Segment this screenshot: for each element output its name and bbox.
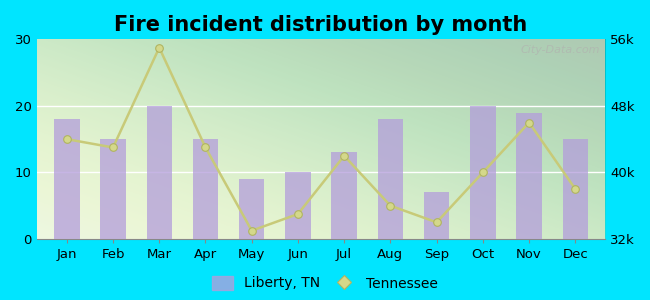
Bar: [516, 112, 542, 239]
Bar: [424, 192, 449, 239]
Text: City-Data.com: City-Data.com: [520, 45, 600, 55]
Bar: [332, 152, 357, 239]
Bar: [285, 172, 311, 239]
Bar: [563, 139, 588, 239]
Bar: [54, 119, 79, 239]
Bar: [239, 179, 265, 239]
Legend: Liberty, TN, Tennessee: Liberty, TN, Tennessee: [207, 270, 443, 296]
Title: Fire incident distribution by month: Fire incident distribution by month: [114, 15, 528, 35]
Bar: [146, 106, 172, 239]
Bar: [378, 119, 403, 239]
Bar: [100, 139, 125, 239]
Bar: [470, 106, 495, 239]
Bar: [193, 139, 218, 239]
